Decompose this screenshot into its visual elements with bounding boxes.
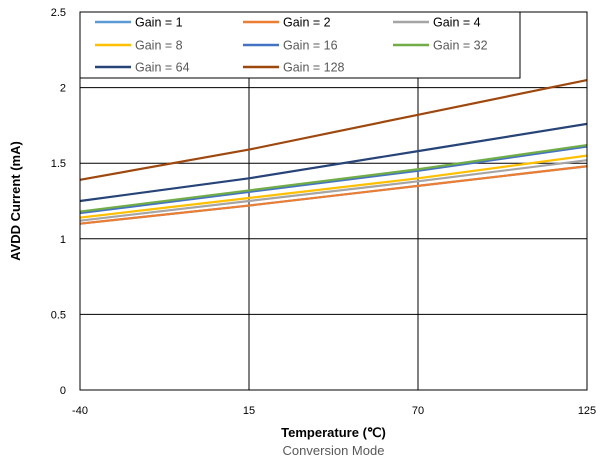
series-line-gain-32 xyxy=(79,143,588,213)
x-tick-label: 15 xyxy=(243,405,255,417)
legend-label: Gain = 64 xyxy=(135,61,190,75)
y-tick-label: 1.5 xyxy=(51,158,66,170)
y-tick-label: 2 xyxy=(60,83,66,95)
chart-subtitle: Conversion Mode xyxy=(283,443,385,458)
legend-label: Gain = 16 xyxy=(283,39,338,53)
series-line-gain-128 xyxy=(79,78,588,181)
y-tick-label: 1 xyxy=(60,234,66,246)
y-tick-label: 2.5 xyxy=(51,7,66,19)
legend-label: Gain = 128 xyxy=(283,61,345,75)
y-axis-title: AVDD Current (mA) xyxy=(8,141,23,261)
series-line-gain-8 xyxy=(79,154,588,219)
tick-labels: 0 0.5 1 1.5 2 2.5 -40 15 70 125 xyxy=(51,7,596,417)
series-line-gain-4 xyxy=(79,159,588,222)
x-tick-label: 70 xyxy=(412,405,424,417)
legend-label: Gain = 4 xyxy=(433,16,481,30)
series-line-gain-64 xyxy=(79,122,588,203)
legend-box xyxy=(79,11,521,79)
legend-label: Gain = 2 xyxy=(283,16,331,30)
x-tick-label: -40 xyxy=(72,405,88,417)
legend-label: Gain = 8 xyxy=(135,39,183,53)
x-tick-label: 125 xyxy=(578,405,596,417)
y-tick-label: 0.5 xyxy=(51,309,66,321)
series-line-gain-16 xyxy=(79,145,588,215)
y-tick-label: 0 xyxy=(60,385,66,397)
legend-label: Gain = 32 xyxy=(433,39,488,53)
x-axis-title: Temperature (℃) xyxy=(281,425,386,440)
legend: Gain = 1 Gain = 2 Gain = 4 Gain = 8 Gain = 1… xyxy=(79,11,521,79)
series-lines xyxy=(79,78,588,225)
series-line-gain-2 xyxy=(79,165,588,225)
legend-label: Gain = 1 xyxy=(135,16,183,30)
